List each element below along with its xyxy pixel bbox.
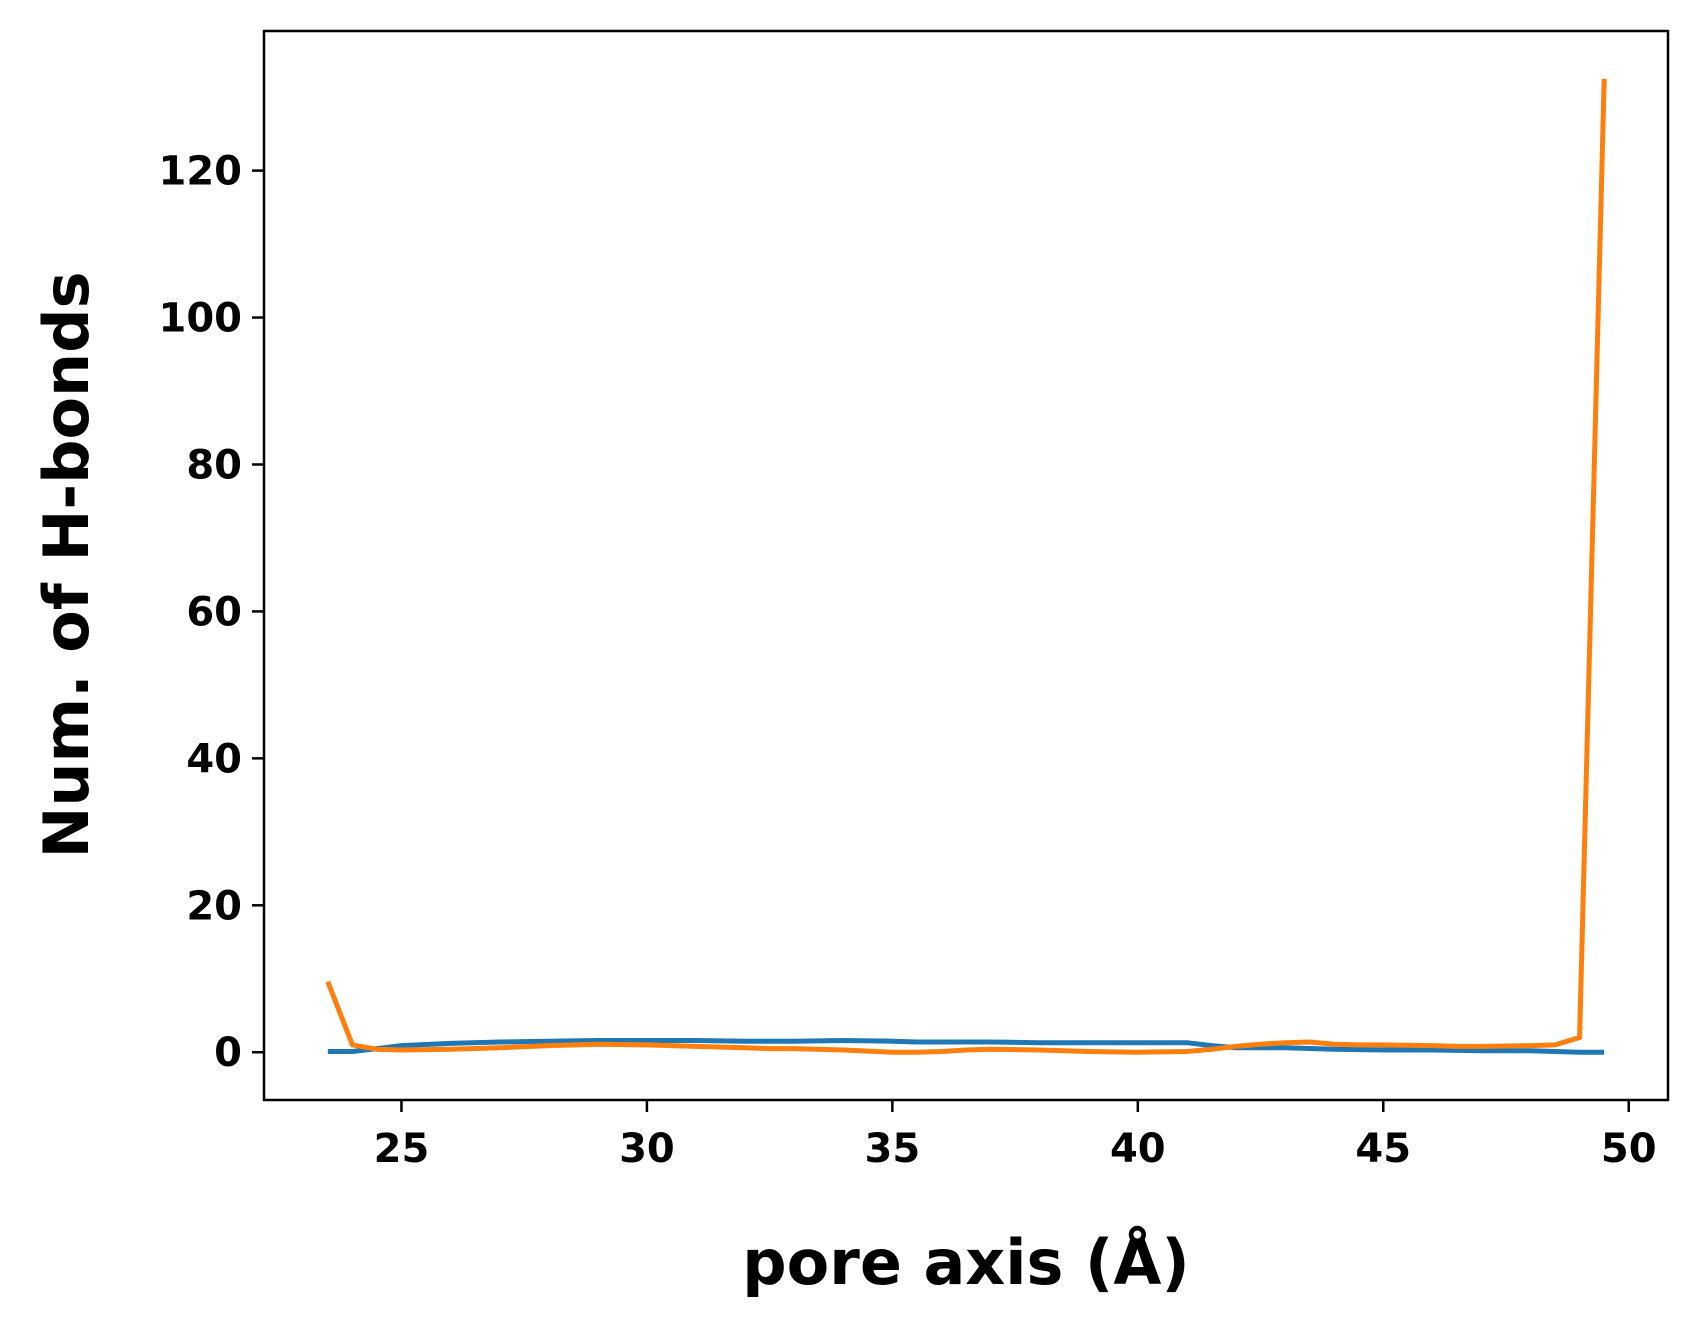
- x-tick-label: 40: [1110, 1126, 1166, 1172]
- x-axis: 25 30 35 40 45 50: [374, 1100, 1657, 1172]
- x-tick-label: 45: [1355, 1126, 1411, 1172]
- y-tick-label: 60: [186, 589, 242, 635]
- series-line-2: [325, 78, 1607, 1055]
- plot-background: [264, 31, 1668, 1100]
- y-tick-label: 100: [159, 296, 243, 342]
- plot-frame: [262, 29, 1670, 1102]
- x-tick-label: 25: [374, 1126, 430, 1172]
- series-layer: [325, 78, 1607, 1055]
- y-tick-label: 20: [186, 883, 242, 929]
- y-tick-label: 40: [186, 736, 242, 782]
- y-tick-label: 120: [159, 149, 243, 195]
- x-tick-label: 30: [619, 1126, 675, 1172]
- y-axis-label: Num. of H-bonds: [30, 272, 103, 859]
- y-tick-label: 80: [186, 442, 242, 488]
- x-tick-label: 50: [1601, 1126, 1657, 1172]
- y-axis: 0 20 40 60 80 100 120: [159, 149, 264, 1076]
- y-tick-label: 0: [214, 1030, 242, 1076]
- x-tick-label: 35: [865, 1126, 921, 1172]
- series-line-1: [327, 1038, 1605, 1055]
- x-axis-label: pore axis (Å): [742, 1226, 1189, 1299]
